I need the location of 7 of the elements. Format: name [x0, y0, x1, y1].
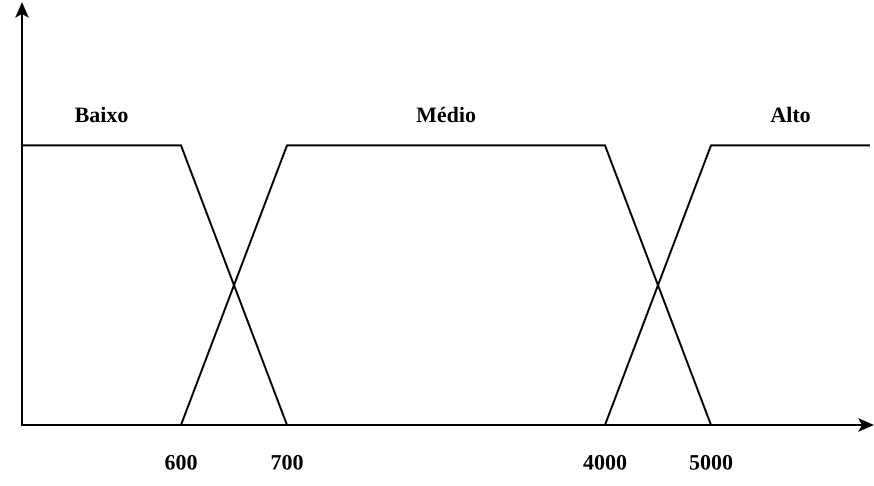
x-tick-label: 4000	[583, 450, 627, 474]
x-tick-label: 600	[164, 450, 198, 474]
x-tick-label: 700	[270, 450, 304, 474]
series-label: Médio	[416, 102, 476, 127]
series-label: Baixo	[74, 102, 128, 127]
x-tick-label: 5000	[689, 450, 733, 474]
series-label: Alto	[770, 102, 811, 127]
